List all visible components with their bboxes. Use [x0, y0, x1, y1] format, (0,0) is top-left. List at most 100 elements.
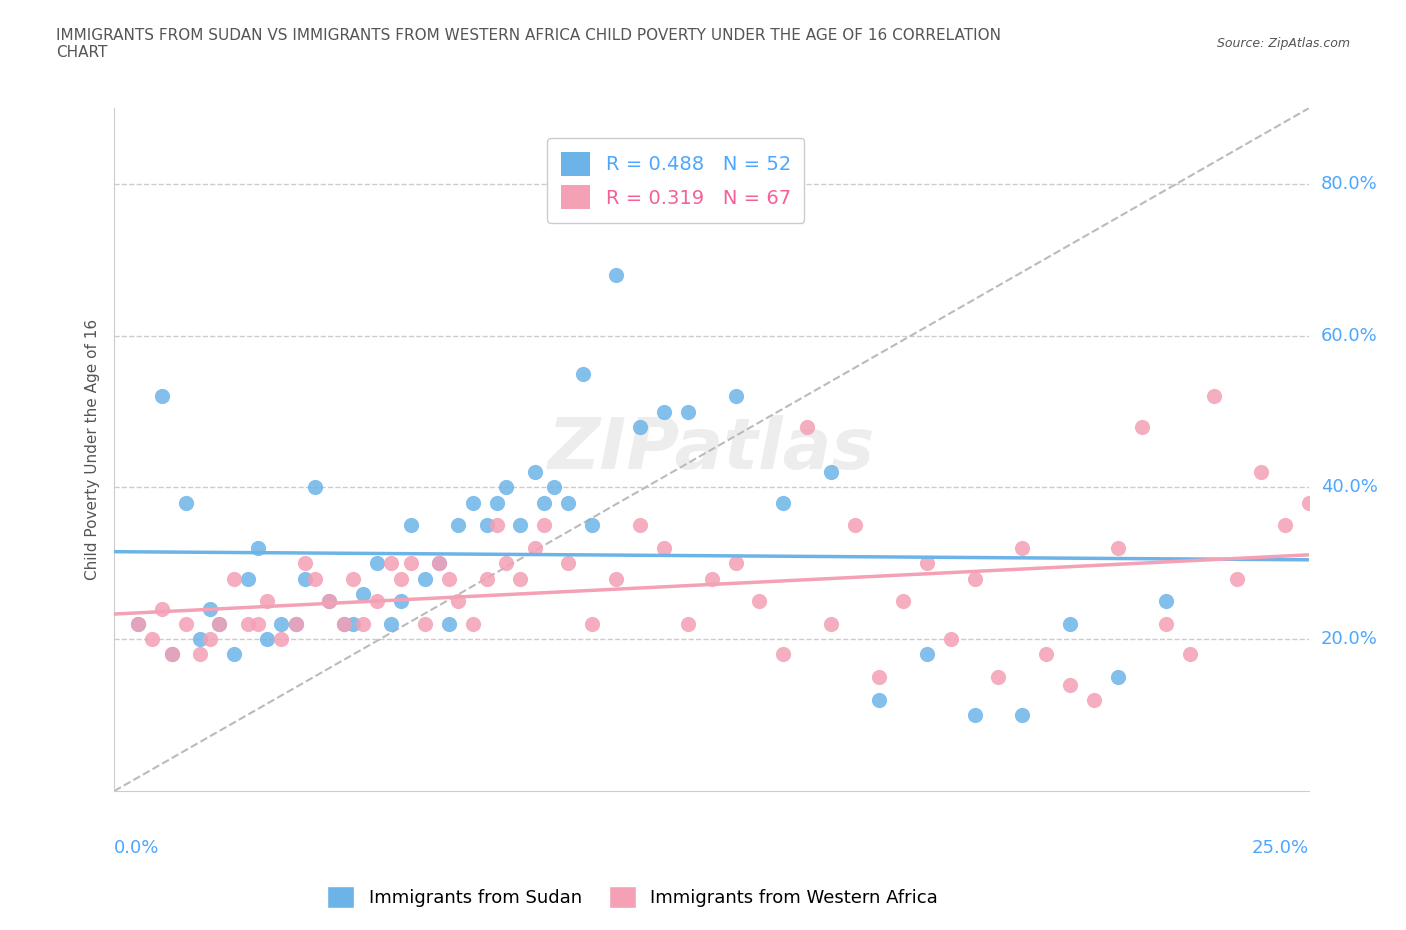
Point	[198, 602, 221, 617]
Point	[1202, 389, 1225, 404]
Point	[523, 540, 546, 555]
Point	[571, 366, 593, 381]
Point	[581, 617, 603, 631]
Point	[236, 617, 259, 631]
Point	[724, 556, 747, 571]
Point	[1059, 677, 1081, 692]
Text: ZIPatlas: ZIPatlas	[548, 415, 876, 484]
Point	[557, 556, 579, 571]
Point	[246, 617, 269, 631]
Point	[318, 594, 340, 609]
Point	[987, 670, 1010, 684]
Point	[294, 571, 316, 586]
Legend: Immigrants from Sudan, Immigrants from Western Africa: Immigrants from Sudan, Immigrants from W…	[321, 879, 945, 915]
Text: 60.0%: 60.0%	[1322, 326, 1378, 345]
Text: IMMIGRANTS FROM SUDAN VS IMMIGRANTS FROM WESTERN AFRICA CHILD POVERTY UNDER THE : IMMIGRANTS FROM SUDAN VS IMMIGRANTS FROM…	[56, 28, 1001, 60]
Point	[533, 518, 555, 533]
Point	[413, 617, 436, 631]
Point	[389, 594, 412, 609]
Point	[915, 647, 938, 662]
Point	[270, 631, 292, 646]
Point	[676, 617, 699, 631]
Point	[475, 518, 498, 533]
Point	[150, 602, 173, 617]
Point	[1154, 594, 1177, 609]
Point	[284, 617, 307, 631]
Point	[581, 518, 603, 533]
Point	[304, 480, 326, 495]
Point	[188, 631, 211, 646]
Point	[427, 556, 450, 571]
Point	[380, 556, 402, 571]
Point	[1226, 571, 1249, 586]
Point	[256, 631, 278, 646]
Point	[475, 571, 498, 586]
Point	[868, 693, 890, 708]
Point	[366, 556, 388, 571]
Point	[1107, 540, 1129, 555]
Point	[236, 571, 259, 586]
Point	[366, 594, 388, 609]
Point	[1059, 617, 1081, 631]
Point	[342, 571, 364, 586]
Point	[150, 389, 173, 404]
Point	[1011, 708, 1033, 723]
Point	[332, 617, 354, 631]
Point	[332, 617, 354, 631]
Point	[380, 617, 402, 631]
Point	[222, 647, 245, 662]
Point	[389, 571, 412, 586]
Point	[485, 495, 508, 510]
Point	[628, 419, 651, 434]
Point	[208, 617, 231, 631]
Point	[246, 540, 269, 555]
Point	[437, 571, 460, 586]
Point	[724, 389, 747, 404]
Point	[318, 594, 340, 609]
Point	[748, 594, 770, 609]
Text: 80.0%: 80.0%	[1322, 175, 1378, 193]
Point	[427, 556, 450, 571]
Text: 25.0%: 25.0%	[1253, 839, 1309, 857]
Point	[352, 586, 374, 601]
Point	[413, 571, 436, 586]
Point	[461, 495, 484, 510]
Point	[447, 594, 470, 609]
Point	[485, 518, 508, 533]
Point	[304, 571, 326, 586]
Point	[652, 405, 675, 419]
Point	[772, 495, 794, 510]
Point	[820, 465, 842, 480]
Point	[174, 495, 197, 510]
Point	[891, 594, 914, 609]
Point	[557, 495, 579, 510]
Point	[160, 647, 183, 662]
Point	[461, 617, 484, 631]
Point	[509, 518, 531, 533]
Point	[352, 617, 374, 631]
Point	[605, 268, 627, 283]
Point	[1298, 495, 1320, 510]
Point	[533, 495, 555, 510]
Point	[1250, 465, 1272, 480]
Point	[939, 631, 962, 646]
Point	[399, 518, 422, 533]
Point	[652, 540, 675, 555]
Point	[772, 647, 794, 662]
Text: 0.0%: 0.0%	[114, 839, 159, 857]
Point	[342, 617, 364, 631]
Point	[628, 518, 651, 533]
Point	[796, 419, 818, 434]
Point	[174, 617, 197, 631]
Point	[1178, 647, 1201, 662]
Point	[495, 556, 517, 571]
Point	[700, 571, 723, 586]
Point	[188, 647, 211, 662]
Legend: R = 0.488   N = 52, R = 0.319   N = 67: R = 0.488 N = 52, R = 0.319 N = 67	[547, 139, 804, 222]
Point	[1154, 617, 1177, 631]
Point	[1107, 670, 1129, 684]
Point	[160, 647, 183, 662]
Point	[1130, 419, 1153, 434]
Point	[256, 594, 278, 609]
Point	[1011, 540, 1033, 555]
